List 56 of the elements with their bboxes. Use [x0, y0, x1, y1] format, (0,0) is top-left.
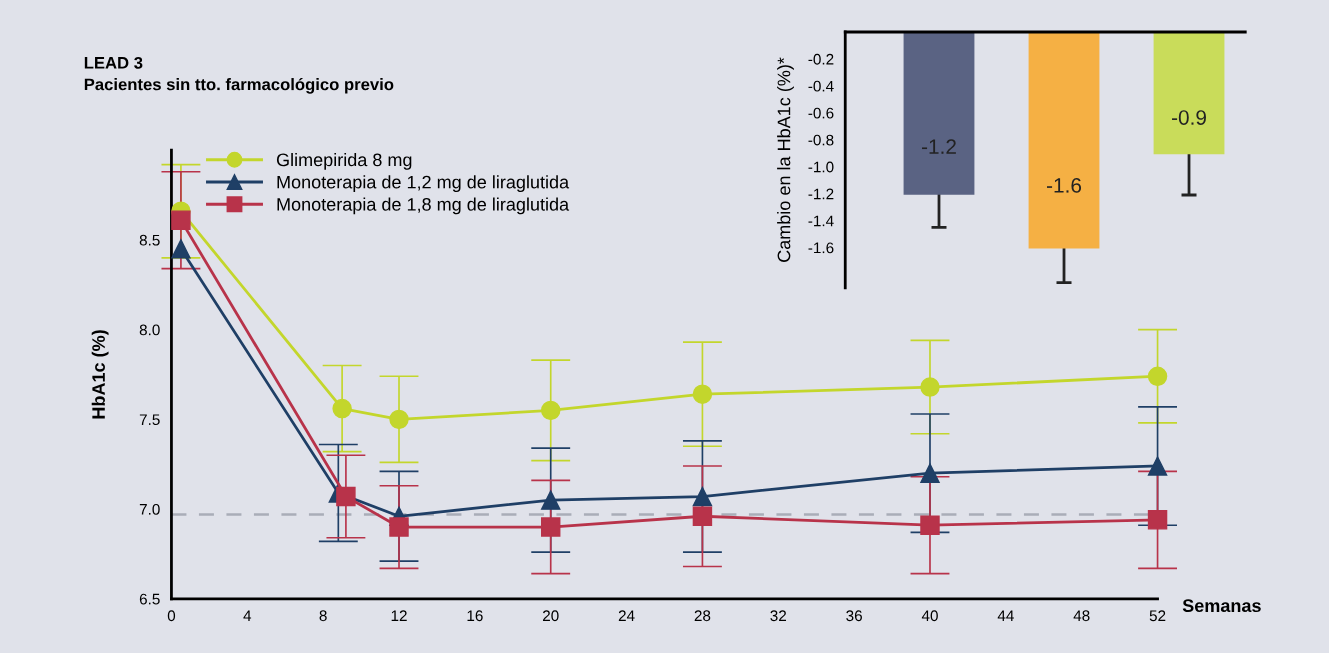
point — [171, 239, 191, 259]
y-tick-label: -1.4 — [808, 215, 834, 227]
point — [692, 506, 713, 526]
x-tick-label: 36 — [846, 610, 862, 622]
point — [540, 400, 561, 421]
x-tick-label: 44 — [997, 610, 1014, 621]
y-tick-label: -0.4 — [808, 80, 834, 92]
point — [540, 517, 561, 537]
legend-label: Glimepirida 8 mg — [276, 152, 412, 170]
y-tick-label: -0.8 — [808, 134, 834, 146]
y-tick-label: -0.6 — [808, 107, 834, 119]
y-tick-label: 6.5 — [139, 593, 160, 605]
x-axis-title: Semanas — [1182, 599, 1261, 613]
point — [336, 486, 356, 507]
data-label: -1.6 — [1046, 178, 1082, 193]
x-tick-label: 20 — [542, 610, 559, 622]
x-tick-label: 28 — [694, 610, 711, 622]
point — [540, 490, 561, 510]
legend-label: Monoterapia de 1,8 mg de liraglutida — [277, 197, 570, 215]
x-tick-label: 52 — [1149, 610, 1166, 622]
y-tick-label: -1.6 — [808, 242, 834, 254]
x-tick-label: 0 — [167, 610, 176, 622]
x-tick-label: 8 — [319, 610, 327, 622]
y-axis-title: Cambio en la HbA1c (%)* — [777, 57, 794, 262]
data-label: -0.9 — [1172, 110, 1206, 125]
chart-title: LEAD 3 — [84, 56, 143, 69]
point — [692, 384, 713, 404]
y-tick-label: -0.2 — [808, 53, 834, 65]
point — [389, 409, 409, 430]
x-tick-label: 40 — [921, 610, 938, 622]
legend-label: Monoterapia de 1,2 mg de liraglutida — [277, 175, 570, 193]
y-axis-title: HbA1c (%) — [91, 330, 109, 419]
y-tick-label: 8.0 — [139, 324, 160, 336]
y-tick-label: -1.0 — [808, 161, 834, 173]
y-tick-label: 7.0 — [139, 503, 160, 515]
point — [692, 486, 713, 507]
point — [920, 515, 940, 535]
x-tick-label: 32 — [770, 610, 787, 622]
x-tick-label: 12 — [391, 610, 407, 621]
point — [1147, 456, 1168, 476]
point — [920, 377, 940, 397]
x-tick-label: 16 — [467, 610, 483, 622]
point — [332, 398, 352, 419]
y-tick-label: 8.5 — [139, 234, 160, 246]
point — [171, 210, 191, 230]
point — [920, 463, 940, 483]
point — [1147, 510, 1168, 530]
data-label: -1.2 — [921, 139, 956, 154]
x-tick-label: 48 — [1073, 610, 1090, 622]
chart-subtitle: Pacientes sin tto. farmacológico previo — [84, 77, 394, 94]
y-tick-label: -1.2 — [808, 188, 834, 200]
point — [389, 517, 409, 537]
point — [1147, 366, 1168, 387]
x-tick-label: 24 — [618, 610, 635, 621]
x-tick-label: 4 — [243, 610, 252, 621]
y-tick-label: 7.5 — [139, 414, 160, 426]
